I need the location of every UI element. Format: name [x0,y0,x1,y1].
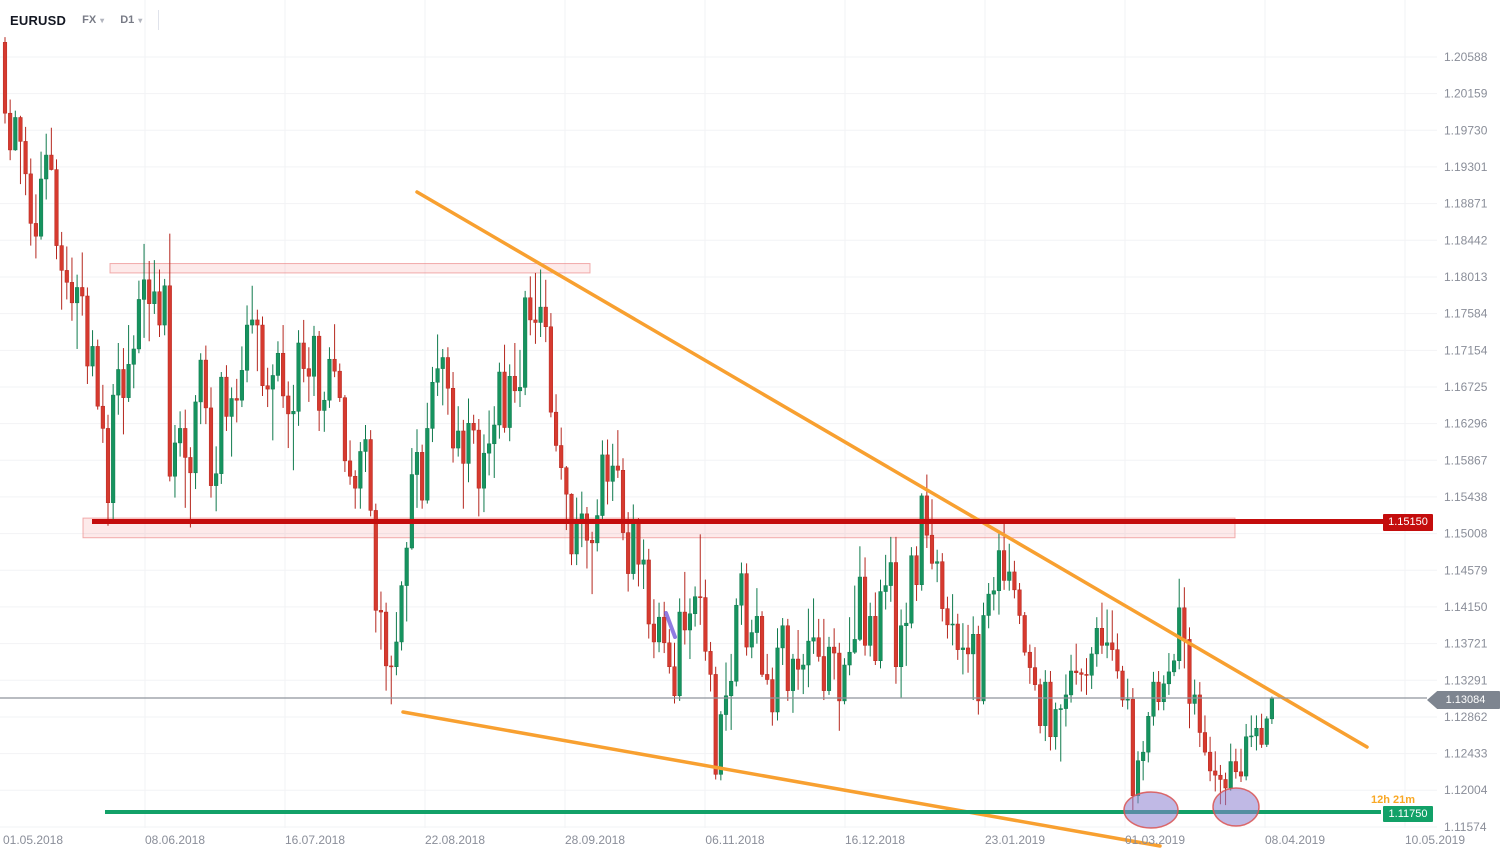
svg-text:23.01.2019: 23.01.2019 [985,833,1045,847]
svg-text:1.19730: 1.19730 [1444,123,1488,137]
candle-countdown-timer: 12h 21m [1371,794,1416,806]
svg-text:1.18013: 1.18013 [1444,270,1488,284]
svg-text:1.14150: 1.14150 [1444,600,1488,614]
svg-text:1.19301: 1.19301 [1444,160,1488,174]
svg-text:01.05.2018: 01.05.2018 [3,833,63,847]
svg-text:1.16725: 1.16725 [1444,380,1488,394]
symbol-label[interactable]: EURUSD [10,12,67,28]
svg-text:16.12.2018: 16.12.2018 [845,833,905,847]
svg-text:1.11574: 1.11574 [1444,820,1487,834]
double-bottom-circle-2 [1212,787,1260,827]
market-selector[interactable]: FX ▾ [82,14,104,26]
svg-text:01.03.2019: 01.03.2019 [1125,833,1185,847]
svg-text:08.04.2019: 08.04.2019 [1265,833,1325,847]
chevron-down-icon: ▾ [100,15,105,25]
svg-text:1.20588: 1.20588 [1444,50,1488,64]
svg-text:06.11.2018: 06.11.2018 [705,833,764,847]
svg-text:08.06.2018: 08.06.2018 [145,833,205,847]
svg-text:1.13721: 1.13721 [1444,637,1488,651]
svg-text:1.12862: 1.12862 [1444,710,1488,724]
market-label: FX [82,14,97,26]
chevron-down-icon: ▾ [138,15,143,25]
svg-text:1.14579: 1.14579 [1444,563,1488,577]
descending-trendline-lower [401,710,1162,848]
svg-text:1.12004: 1.12004 [1444,783,1488,797]
svg-text:1.15867: 1.15867 [1444,453,1488,467]
toolbar-divider [158,10,160,30]
highlight-ellipses[interactable] [1123,787,1260,829]
svg-text:1.18871: 1.18871 [1444,197,1488,211]
svg-text:1.13291: 1.13291 [1444,673,1488,687]
time-axis[interactable]: 01.05.2018 08.06.2018 16.07.2018 22.08.2018… [3,833,1465,847]
timeframe-label: D1 [120,14,135,26]
price-axis[interactable]: 1.20588 1.20159 1.19730 1.19301 1.18871 1.184… [1444,50,1488,834]
drawing-trendlines[interactable] [401,190,1369,848]
chart-legend-toolbar: EURUSD FX ▾ D1 ▾ [10,10,160,30]
grid-lines [0,0,1437,828]
svg-text:1.15008: 1.15008 [1444,527,1488,541]
descending-trendline-upper [415,190,1369,749]
svg-text:1.18442: 1.18442 [1444,233,1488,247]
timeframe-selector[interactable]: D1 ▾ [120,14,142,26]
svg-text:22.08.2018: 22.08.2018 [425,833,485,847]
svg-text:1.17584: 1.17584 [1444,307,1488,321]
resistance-price-tag[interactable]: 1.15150 [1383,514,1433,531]
svg-text:1.20159: 1.20159 [1444,87,1488,101]
svg-text:16.07.2018: 16.07.2018 [285,833,345,847]
support-price-tag[interactable]: 1.11750 [1383,806,1433,822]
candles-layer[interactable] [2,37,1274,812]
svg-text:28.09.2018: 28.09.2018 [565,833,625,847]
svg-text:1.17154: 1.17154 [1444,343,1488,357]
svg-text:1.15438: 1.15438 [1444,490,1488,504]
current-price-tag[interactable]: 1.13084 [1427,691,1500,709]
svg-text:10.05.2019: 10.05.2019 [1405,833,1465,847]
supply-zone-1181 [109,263,591,274]
svg-text:1.12433: 1.12433 [1444,747,1488,761]
svg-text:1.16296: 1.16296 [1444,417,1488,431]
double-bottom-circle-1 [1123,791,1179,829]
mini-purple-mark [664,611,677,639]
